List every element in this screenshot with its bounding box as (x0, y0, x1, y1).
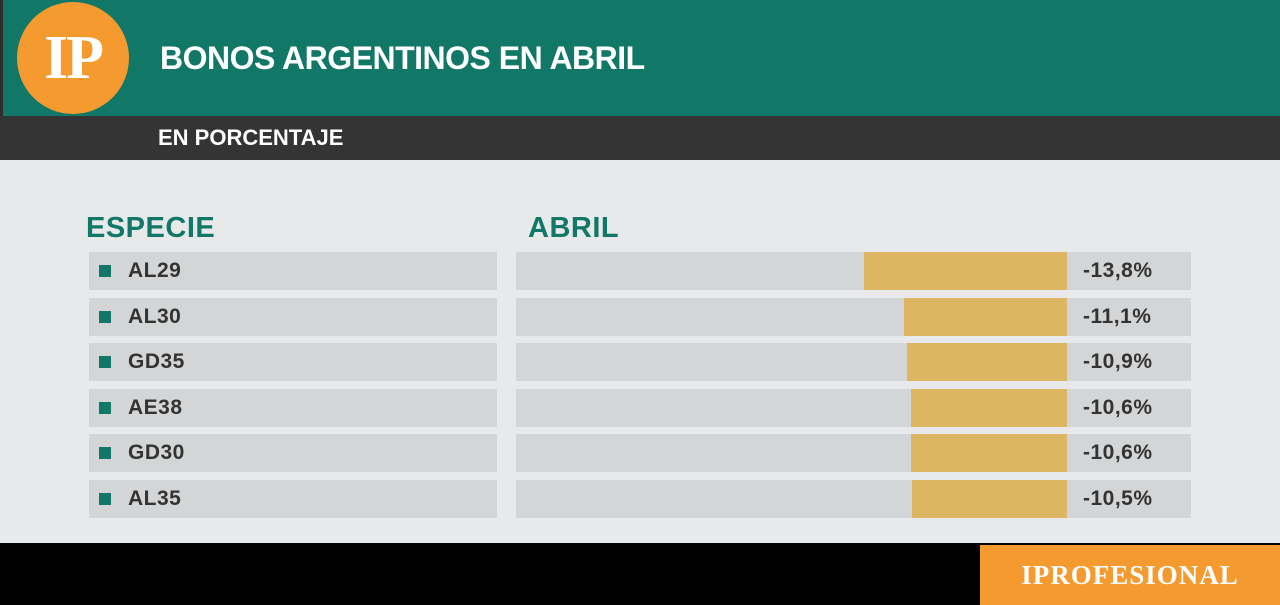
left-edge-strip (0, 0, 3, 160)
legend-marker (99, 265, 111, 277)
category-label: AL30 (128, 305, 182, 328)
bar (910, 434, 1067, 472)
column-header-abril: ABRIL (528, 212, 620, 244)
legend-marker (99, 311, 111, 323)
bar-track: -10,6% (516, 389, 1191, 427)
brand-box: IPROFESIONAL (980, 545, 1280, 605)
chart-subtitle: EN PORCENTAJE (158, 125, 344, 150)
category-row: GD30 (89, 434, 497, 472)
category-row: AL35 (89, 480, 497, 518)
value-label: -10,6% (1083, 441, 1153, 464)
category-label: AL29 (128, 259, 182, 282)
bar (863, 252, 1067, 290)
bar (903, 298, 1067, 336)
ip-logo: IP (17, 2, 129, 114)
category-label: AL35 (128, 487, 182, 510)
header-band (3, 0, 1280, 116)
category-label: GD35 (128, 350, 185, 373)
value-label: -11,1% (1083, 305, 1152, 328)
column-header-especie: ESPECIE (86, 212, 216, 244)
bar-track: -10,5% (516, 480, 1191, 518)
category-row: AE38 (89, 389, 497, 427)
value-label: -10,6% (1083, 396, 1153, 419)
subheader-band (0, 116, 1280, 160)
bar-track: -11,1% (516, 298, 1191, 336)
category-row: GD35 (89, 343, 497, 381)
bar (906, 343, 1067, 381)
bar-track: -10,9% (516, 343, 1191, 381)
value-label: -10,5% (1083, 487, 1153, 510)
bar (910, 389, 1067, 427)
category-label: GD30 (128, 441, 185, 464)
chart-title: BONOS ARGENTINOS EN ABRIL (160, 40, 645, 76)
category-row: AL29 (89, 252, 497, 290)
category-label: AE38 (128, 396, 183, 419)
legend-marker (99, 356, 111, 368)
bar (912, 480, 1067, 518)
category-row: AL30 (89, 298, 497, 336)
legend-marker (99, 493, 111, 505)
legend-marker (99, 447, 111, 459)
bar-track: -10,6% (516, 434, 1191, 472)
value-label: -13,8% (1083, 259, 1153, 282)
logo-text: IP (44, 23, 104, 92)
bar-track: -13,8% (516, 252, 1191, 290)
brand-logo-text: IPROFESIONAL (1021, 559, 1239, 590)
value-label: -10,9% (1083, 350, 1153, 373)
legend-marker (99, 402, 111, 414)
